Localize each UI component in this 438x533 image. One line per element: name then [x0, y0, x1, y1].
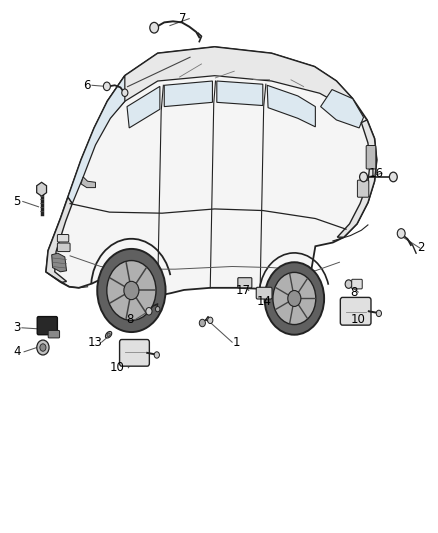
Circle shape — [122, 89, 128, 96]
Text: 10: 10 — [110, 361, 125, 374]
Text: 2: 2 — [417, 241, 425, 254]
FancyBboxPatch shape — [357, 180, 369, 197]
Circle shape — [199, 319, 205, 327]
Polygon shape — [127, 86, 160, 128]
Text: 4: 4 — [13, 345, 21, 358]
Circle shape — [360, 172, 367, 182]
Circle shape — [155, 306, 160, 312]
Polygon shape — [164, 81, 212, 107]
Polygon shape — [46, 47, 377, 296]
Text: 5: 5 — [13, 195, 20, 208]
FancyBboxPatch shape — [120, 340, 149, 366]
FancyBboxPatch shape — [37, 317, 57, 335]
Circle shape — [103, 82, 110, 91]
Polygon shape — [52, 253, 67, 272]
Circle shape — [146, 308, 152, 315]
Circle shape — [124, 281, 139, 300]
Polygon shape — [46, 197, 72, 282]
Circle shape — [150, 22, 159, 33]
FancyBboxPatch shape — [340, 297, 371, 325]
FancyBboxPatch shape — [57, 243, 70, 252]
Polygon shape — [107, 47, 353, 118]
Circle shape — [389, 172, 397, 182]
Polygon shape — [68, 76, 125, 204]
FancyBboxPatch shape — [57, 235, 69, 242]
Circle shape — [40, 344, 46, 351]
Circle shape — [397, 229, 405, 238]
Ellipse shape — [107, 333, 110, 336]
Circle shape — [107, 261, 156, 320]
Polygon shape — [37, 182, 46, 196]
Ellipse shape — [106, 332, 112, 338]
Circle shape — [273, 272, 316, 325]
Text: 14: 14 — [257, 295, 272, 308]
Text: 16: 16 — [368, 167, 383, 180]
Polygon shape — [217, 81, 263, 106]
Text: 6: 6 — [83, 79, 91, 92]
Text: 8: 8 — [350, 286, 357, 298]
FancyBboxPatch shape — [238, 278, 252, 288]
Circle shape — [208, 317, 213, 324]
Text: 10: 10 — [351, 313, 366, 326]
Text: 7: 7 — [179, 12, 187, 25]
FancyBboxPatch shape — [352, 279, 362, 289]
Circle shape — [154, 352, 159, 358]
Polygon shape — [81, 177, 95, 188]
Text: 13: 13 — [88, 336, 103, 349]
Circle shape — [265, 262, 324, 335]
Text: 1: 1 — [233, 336, 240, 349]
Text: 8: 8 — [126, 313, 133, 326]
Circle shape — [345, 280, 352, 288]
FancyBboxPatch shape — [366, 146, 376, 169]
FancyBboxPatch shape — [256, 287, 272, 299]
Text: 3: 3 — [13, 321, 20, 334]
FancyBboxPatch shape — [48, 330, 60, 338]
Polygon shape — [337, 120, 377, 237]
Polygon shape — [321, 90, 364, 128]
Polygon shape — [267, 85, 315, 127]
Circle shape — [376, 310, 381, 317]
Circle shape — [97, 249, 166, 332]
Text: 17: 17 — [236, 284, 251, 297]
Circle shape — [37, 340, 49, 355]
Circle shape — [288, 290, 301, 306]
